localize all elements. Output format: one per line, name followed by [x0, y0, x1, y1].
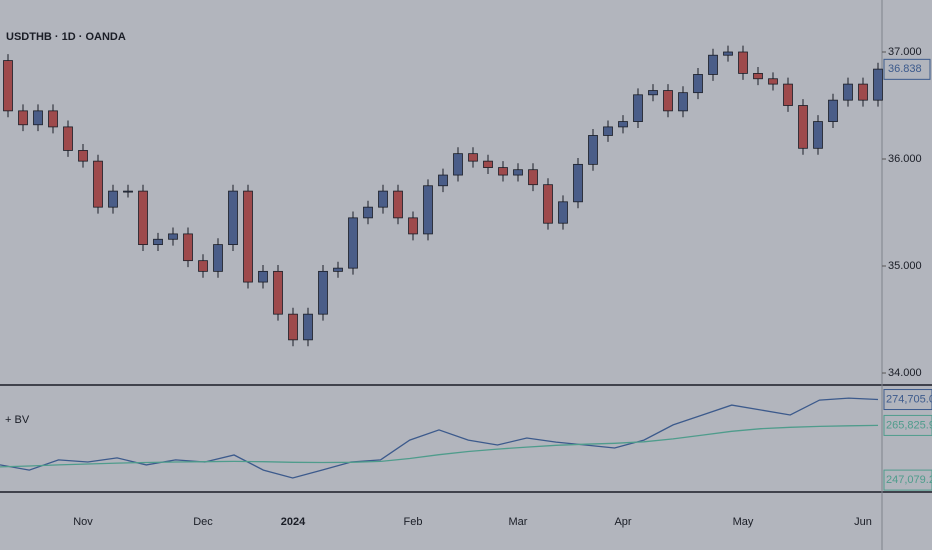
candle-body	[708, 54, 718, 75]
candle-body	[33, 110, 43, 126]
candle-body	[783, 83, 793, 106]
value-marker-label: 274,705.00	[886, 393, 932, 405]
candle-body	[243, 190, 253, 283]
candle-body	[18, 110, 28, 126]
candle-body	[873, 68, 883, 101]
candle-body	[753, 73, 763, 80]
candle-body	[543, 184, 553, 224]
y-tick-label: 37.000	[888, 46, 922, 58]
candle-body	[513, 169, 523, 176]
last-price-box	[883, 58, 931, 80]
candle-body	[663, 90, 673, 112]
candle-body	[348, 217, 358, 269]
candle-body	[63, 126, 73, 151]
candle-body	[468, 153, 478, 162]
candle-body	[318, 270, 328, 315]
candle-body	[108, 190, 118, 208]
candle-body	[738, 51, 748, 74]
candle-body	[678, 92, 688, 112]
value-marker	[883, 414, 932, 436]
candle-body	[423, 185, 433, 235]
x-tick-label: Apr	[614, 516, 631, 528]
candle-body	[588, 135, 598, 165]
candle-body	[858, 83, 868, 101]
x-tick-label: Nov	[73, 516, 93, 528]
candle-body	[333, 267, 343, 272]
candle-body	[363, 206, 373, 219]
candle-body	[408, 217, 418, 235]
x-tick-label: Mar	[509, 516, 528, 528]
candle-body	[618, 121, 628, 128]
candle-body	[693, 74, 703, 94]
candle-body	[153, 238, 163, 246]
value-marker	[883, 389, 932, 411]
candle-body	[138, 190, 148, 246]
candle-body	[93, 160, 103, 208]
candle-body	[573, 163, 583, 203]
indicator-line	[0, 424, 879, 468]
indicator-line	[0, 397, 879, 479]
candle-body	[498, 167, 508, 176]
candle-body	[648, 90, 658, 96]
last-price-label: 36.838	[888, 63, 922, 75]
candle-body	[528, 169, 538, 186]
candle-body	[393, 190, 403, 219]
candle-body	[633, 94, 643, 122]
x-tick-label: Feb	[404, 516, 423, 528]
candle-body	[168, 233, 178, 240]
candle-body	[828, 99, 838, 122]
candle-body	[183, 233, 193, 262]
candle-body	[288, 313, 298, 341]
candle-body	[558, 201, 568, 224]
candle-body	[768, 78, 778, 85]
value-marker-label: 265,825.92	[886, 419, 932, 431]
x-tick-label: Jun	[854, 516, 872, 528]
y-tick-label: 35.000	[888, 260, 922, 272]
candle-body	[303, 313, 313, 341]
candle-body	[228, 190, 238, 246]
candle-body	[273, 270, 283, 315]
candle-body	[378, 190, 388, 208]
candle-body	[213, 244, 223, 272]
candle-body	[603, 126, 613, 136]
candle-body	[813, 121, 823, 149]
x-tick-label: May	[733, 516, 754, 528]
candle-body	[723, 51, 733, 56]
candle-body	[123, 190, 133, 193]
x-tick-label: 2024	[281, 516, 306, 528]
indicator-title: + BV	[5, 414, 30, 426]
chart-title: USDTHB · 1D · OANDA	[6, 31, 126, 43]
value-marker	[883, 469, 932, 491]
candle-body	[798, 105, 808, 149]
value-marker-label: 247,079.27	[886, 474, 932, 486]
candle-body	[438, 174, 448, 187]
candle-body	[198, 260, 208, 272]
candle-body	[843, 83, 853, 101]
y-tick-label: 36.000	[888, 153, 922, 165]
candle-body	[453, 153, 463, 176]
x-tick-label: Dec	[193, 516, 213, 528]
candle-body	[483, 160, 493, 168]
candle-body	[78, 150, 88, 162]
y-tick-label: 34.000	[888, 367, 922, 379]
candle-body	[48, 110, 58, 128]
candle-body	[3, 60, 13, 112]
candle-body	[258, 270, 268, 283]
